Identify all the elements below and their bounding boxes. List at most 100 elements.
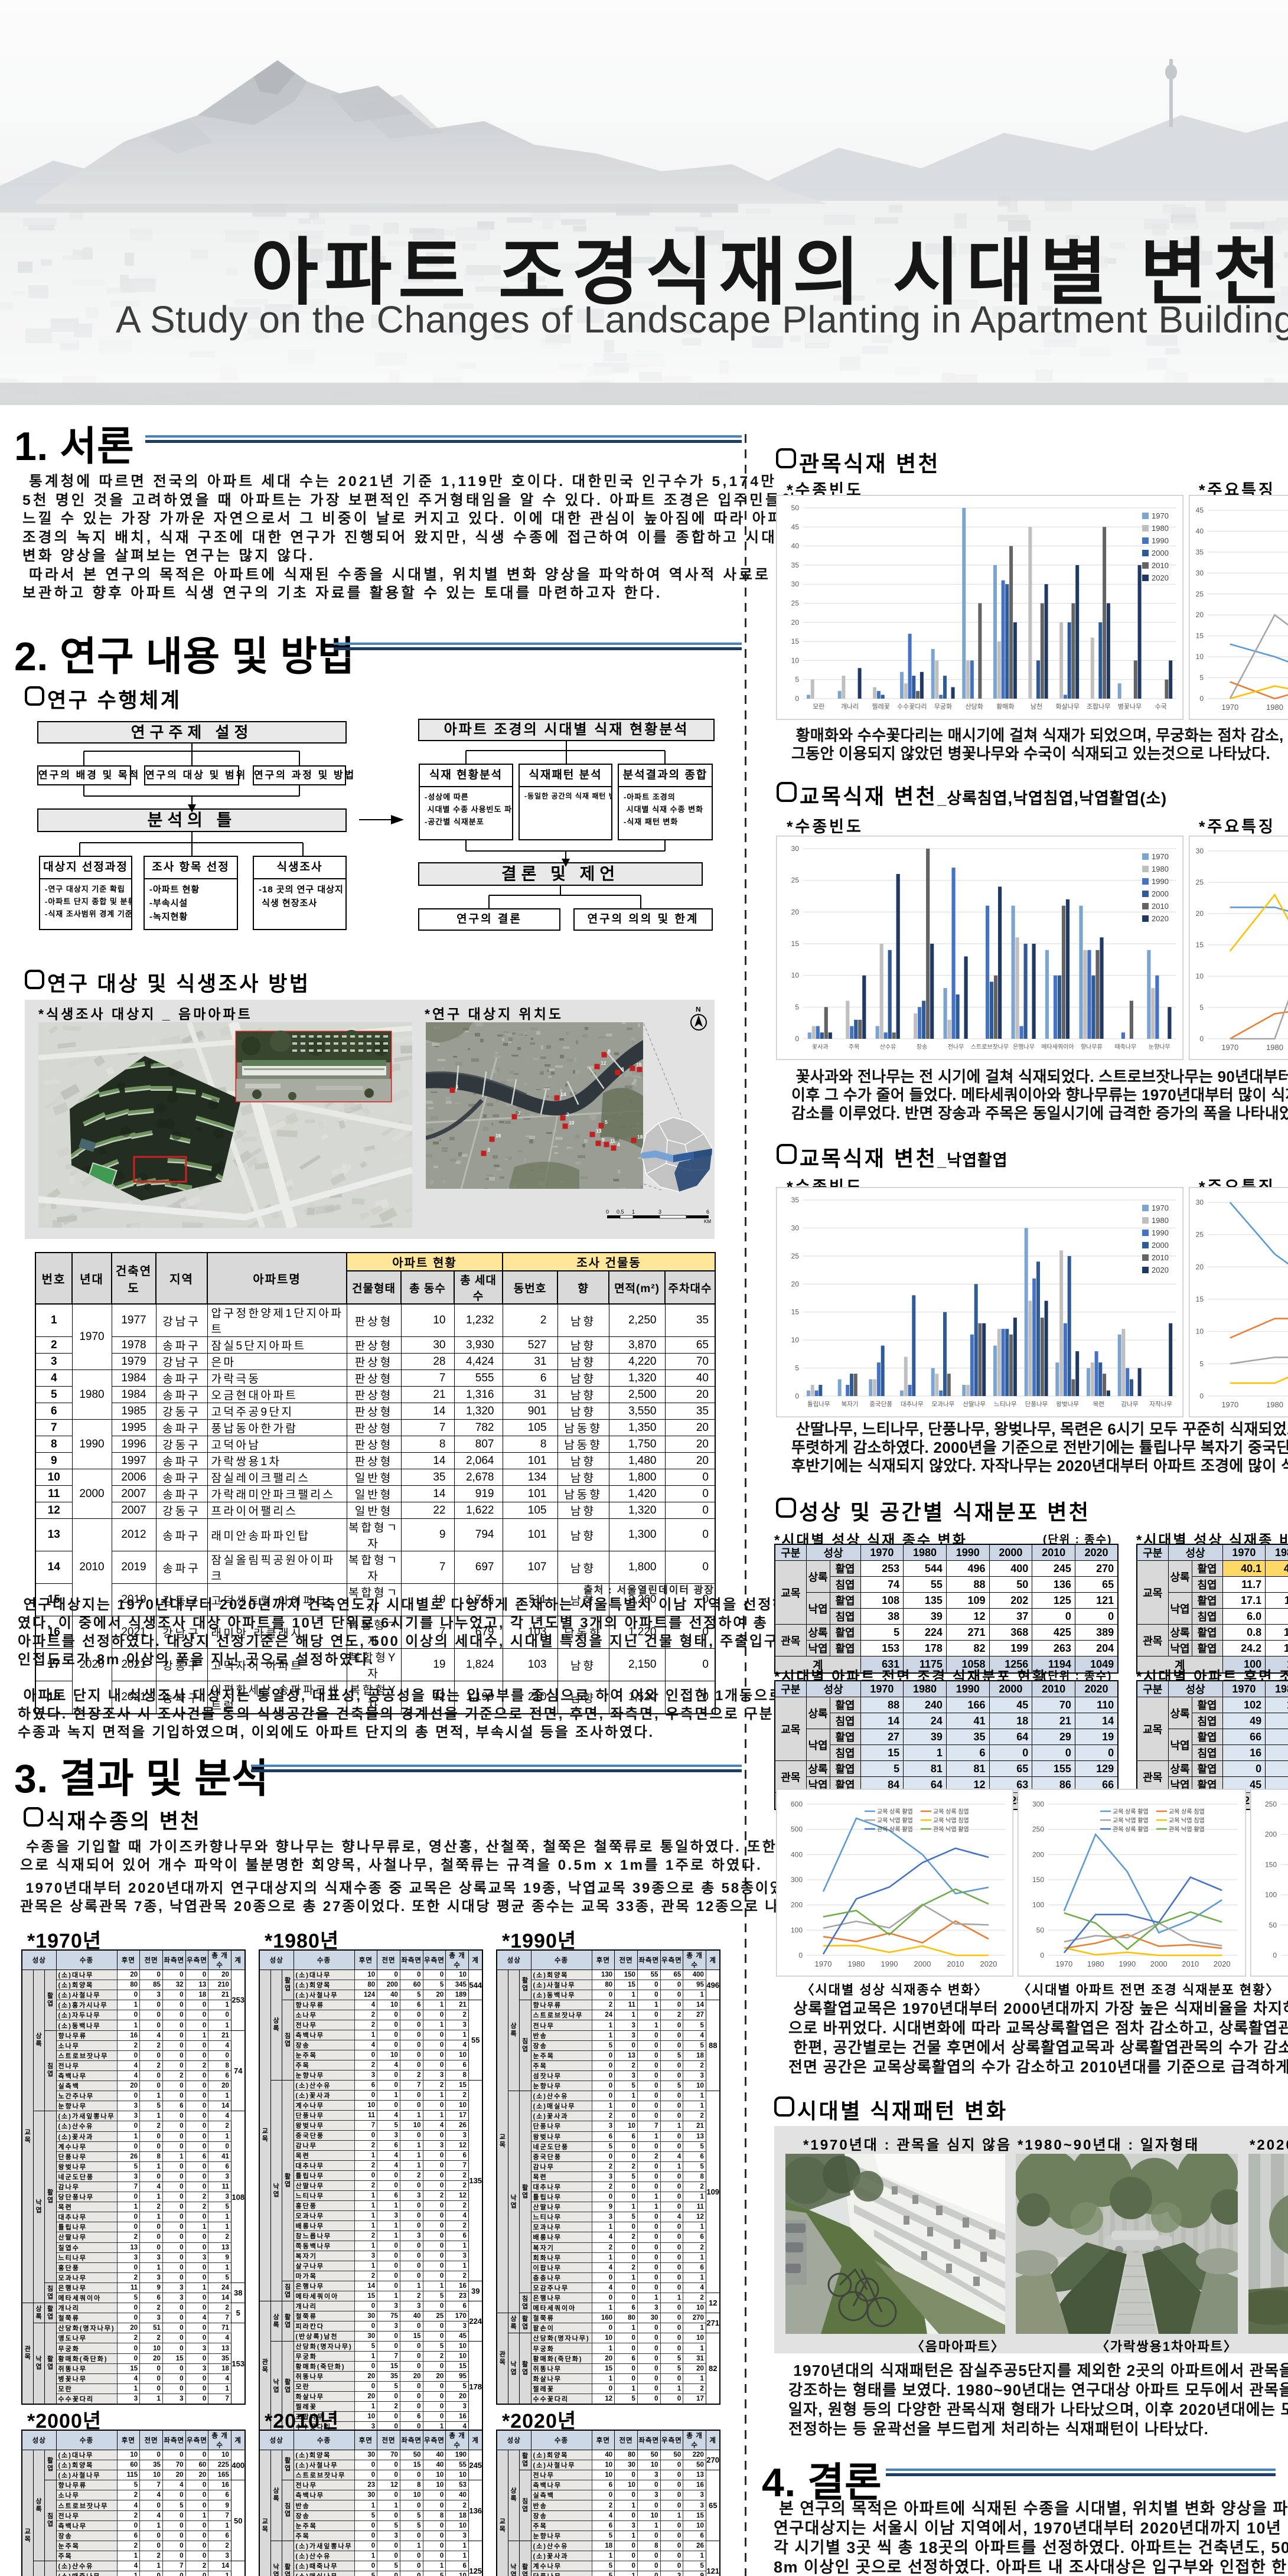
svg-text:15: 15 (791, 1308, 800, 1316)
svg-text:500: 500 (791, 1825, 803, 1834)
svg-text:1990: 1990 (1119, 1959, 1136, 1968)
svg-text:150: 150 (1032, 1876, 1044, 1884)
svg-text:2: 2 (566, 1111, 569, 1117)
svg-text:1970: 1970 (815, 1959, 832, 1968)
svg-text:N: N (696, 1007, 701, 1013)
svg-text:45: 45 (791, 523, 800, 531)
svg-text:산딸나무: 산딸나무 (963, 1401, 986, 1408)
svg-text:10: 10 (569, 1120, 575, 1126)
svg-text:0.5: 0.5 (617, 1209, 624, 1215)
svg-text:모과나무: 모과나무 (932, 1401, 955, 1408)
svg-text:30: 30 (1196, 1198, 1204, 1207)
svg-text:모란: 모란 (813, 703, 824, 710)
svg-text:2020: 2020 (1152, 1266, 1169, 1274)
svg-text:12: 12 (601, 1060, 606, 1066)
svg-text:40: 40 (791, 542, 800, 550)
svg-text:25: 25 (791, 876, 800, 885)
svg-text:주목: 주목 (849, 1044, 859, 1051)
svg-text:7: 7 (518, 1110, 521, 1116)
svg-text:30: 30 (1196, 847, 1204, 855)
svg-text:0: 0 (606, 1209, 609, 1215)
svg-text:대추나무: 대추나무 (901, 1401, 924, 1408)
svg-text:25: 25 (1196, 590, 1204, 598)
svg-text:3: 3 (487, 1147, 490, 1153)
svg-text:은행나무: 은행나무 (1013, 1044, 1035, 1051)
svg-text:45: 45 (1196, 506, 1204, 514)
svg-text:2010: 2010 (1152, 902, 1169, 911)
svg-text:10: 10 (1196, 653, 1204, 661)
svg-text:2000: 2000 (1150, 1959, 1168, 1968)
svg-text:1980: 1980 (1266, 1400, 1283, 1409)
svg-text:교목 상록 침엽: 교목 상록 침엽 (1169, 1808, 1205, 1815)
svg-text:5: 5 (795, 1364, 799, 1372)
svg-text:왕벚나무: 왕벚나무 (1056, 1401, 1079, 1408)
svg-text:때죽나무: 때죽나무 (1114, 1044, 1136, 1051)
svg-text:조팝나무: 조팝나무 (1087, 703, 1110, 710)
svg-text:100: 100 (1032, 1901, 1044, 1909)
svg-text:메타세쿼이아: 메타세쿼이아 (1041, 1044, 1074, 1051)
svg-text:2000: 2000 (1152, 1241, 1169, 1250)
svg-text:관목 낙엽 활엽: 관목 낙엽 활엽 (933, 1825, 969, 1833)
svg-text:0: 0 (795, 694, 799, 703)
svg-text:20: 20 (791, 618, 800, 627)
svg-text:10: 10 (791, 656, 800, 664)
svg-text:0: 0 (1040, 1951, 1044, 1959)
svg-text:1: 1 (456, 1084, 459, 1090)
svg-text:자작나무: 자작나무 (1149, 1401, 1172, 1408)
svg-text:2010: 2010 (1152, 561, 1169, 570)
svg-text:10: 10 (791, 1336, 800, 1344)
svg-text:장송: 장송 (917, 1044, 927, 1051)
svg-text:200: 200 (1032, 1850, 1044, 1858)
svg-text:15: 15 (1196, 941, 1204, 949)
svg-text:15: 15 (791, 637, 800, 645)
svg-text:20: 20 (791, 1280, 800, 1288)
svg-text:15: 15 (636, 1062, 642, 1068)
svg-text:2020: 2020 (1152, 914, 1169, 923)
svg-text:250: 250 (1032, 1825, 1044, 1834)
svg-text:4: 4 (617, 1142, 620, 1147)
svg-text:목련: 목련 (1093, 1401, 1104, 1408)
svg-text:1970: 1970 (1055, 1959, 1072, 1968)
svg-text:교목 낙엽 침엽: 교목 낙엽 침엽 (1169, 1817, 1205, 1824)
svg-text:2010: 2010 (947, 1959, 964, 1968)
svg-text:1980: 1980 (1152, 1216, 1169, 1225)
svg-text:찔레꽃: 찔레꽃 (872, 703, 890, 710)
svg-text:중국단풍: 중국단풍 (869, 1401, 892, 1408)
svg-text:관목 상록 활엽: 관목 상록 활엽 (1113, 1825, 1149, 1833)
svg-text:200: 200 (791, 1901, 803, 1909)
svg-text:1980: 1980 (1152, 865, 1169, 873)
svg-text:1990: 1990 (1152, 536, 1169, 545)
svg-text:눈향나무: 눈향나무 (1149, 1044, 1170, 1051)
svg-text:20: 20 (1196, 909, 1204, 918)
svg-text:5: 5 (795, 1003, 799, 1011)
svg-text:3: 3 (658, 1209, 661, 1215)
svg-text:5: 5 (1199, 674, 1204, 682)
svg-text:9: 9 (602, 1137, 605, 1143)
svg-text:15: 15 (1196, 1295, 1204, 1303)
svg-text:관목 낙엽 활엽: 관목 낙엽 활엽 (1169, 1825, 1205, 1833)
svg-text:1970: 1970 (1221, 703, 1238, 712)
svg-text:교목 상록 침엽: 교목 상록 침엽 (933, 1808, 969, 1815)
svg-text:1980: 1980 (848, 1959, 865, 1968)
svg-text:5: 5 (1199, 1003, 1204, 1012)
svg-text:1: 1 (632, 1209, 635, 1215)
svg-text:1970: 1970 (1152, 852, 1169, 861)
svg-text:수수꽃다리: 수수꽃다리 (897, 703, 927, 710)
svg-text:300: 300 (791, 1876, 803, 1884)
svg-text:개나리: 개나리 (841, 703, 859, 710)
svg-text:400: 400 (791, 1850, 803, 1858)
svg-text:30: 30 (1196, 569, 1204, 577)
svg-text:5: 5 (1199, 1359, 1204, 1368)
svg-text:6: 6 (706, 1209, 709, 1215)
svg-text:200: 200 (1265, 1830, 1277, 1838)
svg-text:2000: 2000 (914, 1959, 931, 1968)
svg-text:10: 10 (1196, 972, 1204, 980)
svg-text:25: 25 (1196, 878, 1204, 886)
svg-text:단풍나무: 단풍나무 (1025, 1401, 1048, 1408)
svg-text:화살나무: 화살나무 (1055, 703, 1079, 710)
svg-text:수국: 수국 (1155, 703, 1167, 710)
svg-text:병꽃나무: 병꽃나무 (1118, 703, 1142, 710)
svg-text:8: 8 (608, 1048, 611, 1054)
svg-text:14: 14 (560, 1091, 566, 1097)
svg-text:무궁화: 무궁화 (934, 703, 952, 710)
